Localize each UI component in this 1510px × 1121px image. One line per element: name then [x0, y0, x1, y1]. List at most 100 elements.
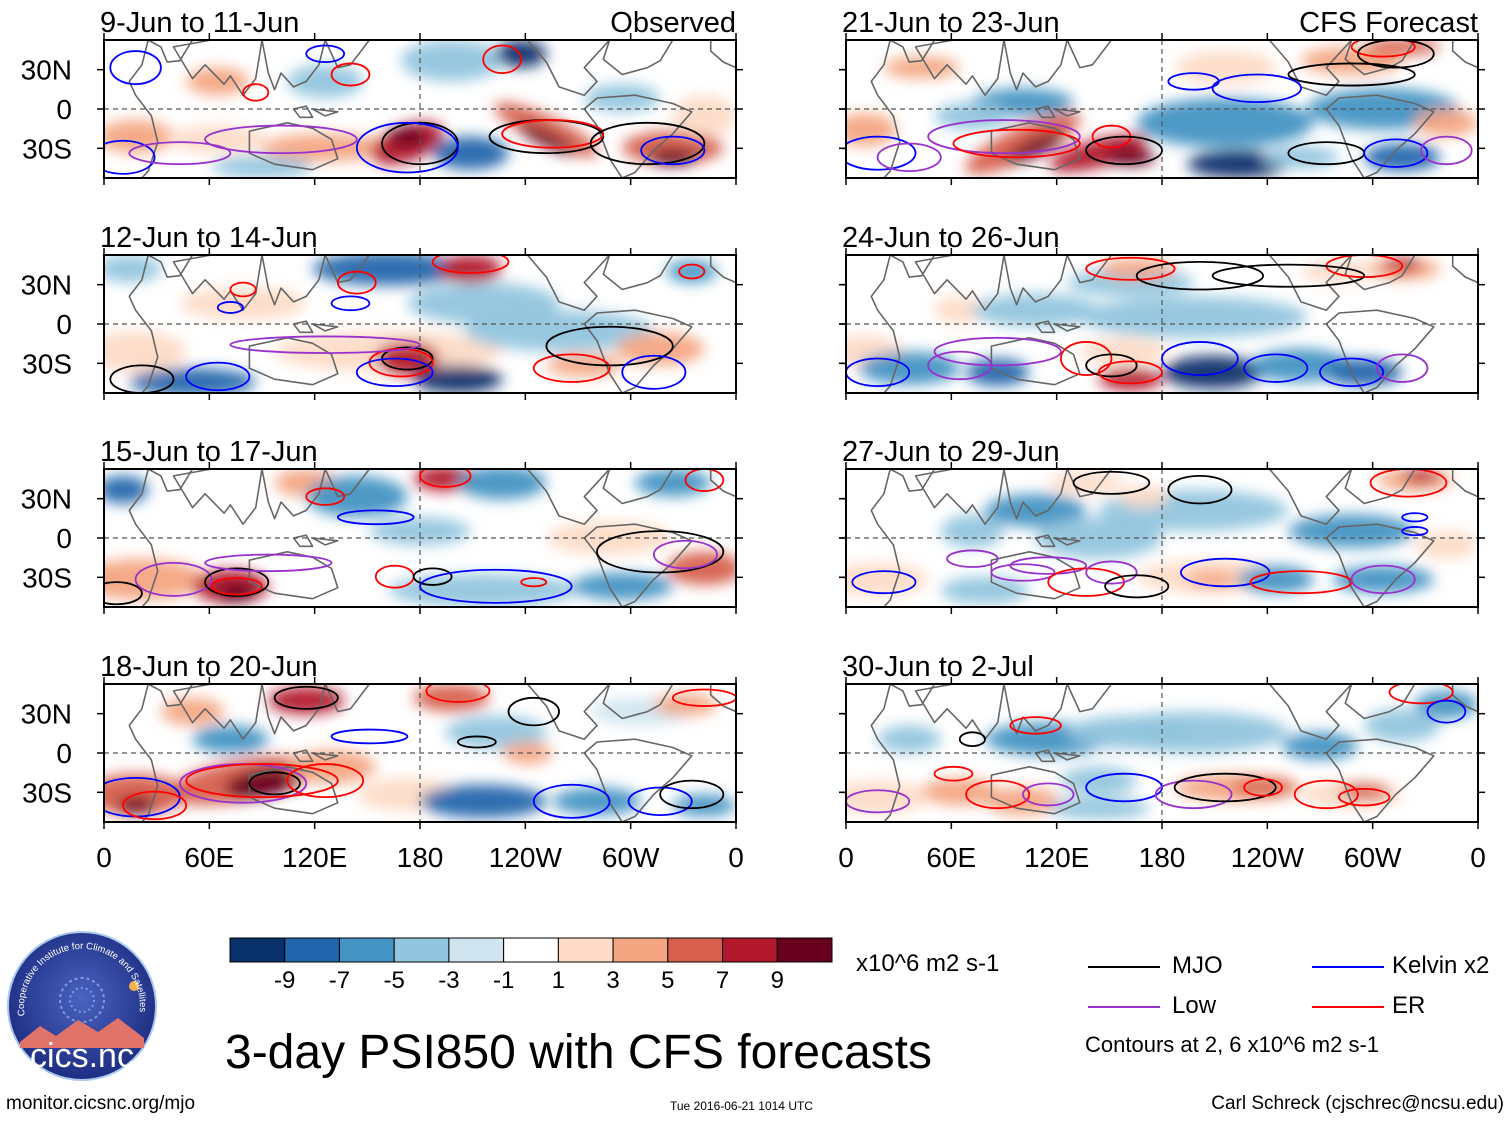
coastline: [602, 684, 674, 720]
contour: [589, 121, 706, 166]
anomaly-shading: [1237, 565, 1314, 594]
colorbar-tick-label: -3: [438, 967, 459, 994]
contour: [419, 469, 472, 488]
coastline: [709, 469, 736, 498]
contour: [216, 301, 244, 314]
anomaly-shading: [552, 787, 642, 816]
longitude-label: 60W: [1344, 842, 1402, 873]
footer-url[interactable]: monitor.cicsnc.org/mjo: [6, 1093, 196, 1114]
latitude-label: 30N: [21, 270, 72, 301]
contour: [1097, 360, 1163, 385]
map-panel: 18-Jun to 20-Jun 30N 0 30S 0 60E 120E 180 120W 60…: [21, 651, 744, 873]
longitude-label: 0: [728, 842, 744, 873]
coastline: [311, 323, 339, 332]
anomaly-shading: [186, 67, 250, 96]
contour: [1369, 469, 1448, 498]
anomaly-shading: [846, 780, 929, 814]
coastline: [1344, 255, 1416, 291]
colorbar-tick-label: 5: [661, 967, 674, 994]
contour: [1009, 716, 1062, 735]
contour: [640, 135, 706, 166]
panel-source-label: CFS Forecast: [1299, 7, 1478, 39]
contour: [104, 139, 156, 175]
anomaly-shading: [1174, 51, 1276, 85]
contour: [104, 581, 143, 606]
contour: [846, 135, 917, 171]
contour: [1243, 353, 1309, 383]
coastline: [104, 469, 159, 607]
contour: [1357, 40, 1435, 69]
anomaly-shading: [940, 576, 1030, 605]
coastline: [526, 255, 611, 312]
contour: [210, 577, 263, 596]
contour: [1022, 782, 1075, 807]
coastline: [1268, 684, 1353, 741]
latitude-label: 30S: [22, 777, 72, 808]
coastline: [583, 738, 693, 822]
map-panel: 24-Jun to 26-Jun: [839, 222, 1485, 400]
coastline: [889, 684, 936, 707]
coastline: [1066, 40, 1113, 69]
coastline: [104, 684, 159, 822]
anomaly-shading: [413, 684, 490, 712]
contour: [122, 790, 188, 821]
contour: [425, 684, 491, 703]
colorbar-swatch: [776, 937, 833, 963]
contour: [876, 142, 942, 173]
contour: [1243, 778, 1283, 797]
contour: [1180, 557, 1271, 588]
legend-line-low: [1088, 1006, 1160, 1008]
coastline: [1034, 105, 1056, 119]
coastline: [1325, 309, 1435, 393]
coastline: [292, 320, 314, 334]
coastline: [248, 550, 339, 600]
coastline: [1034, 534, 1056, 548]
contour: [965, 779, 1031, 810]
logo-text: cics.nc: [30, 1037, 134, 1075]
colorbar-tick-label: 9: [771, 967, 784, 994]
coastline: [1003, 40, 1068, 91]
contour: [933, 765, 974, 782]
coastline: [846, 684, 901, 822]
colorbar-swatch: [229, 937, 286, 963]
latitude-label: 0: [56, 309, 72, 340]
coastline: [1344, 469, 1416, 505]
panel-source-label: Observed: [610, 7, 736, 39]
coastline: [914, 469, 1005, 526]
colorbar-swatch: [393, 937, 450, 963]
coastline: [292, 749, 314, 763]
contour: [846, 357, 911, 387]
coastline: [172, 40, 263, 96]
panel-date-range: 30-Jun to 2-Jul: [842, 651, 1034, 683]
coastline: [172, 469, 263, 526]
longitude-label: 60W: [602, 842, 660, 873]
anomaly-shading: [1098, 368, 1162, 391]
coastline: [583, 309, 693, 393]
coastline: [1003, 469, 1068, 520]
anomaly-shading: [1187, 150, 1289, 178]
coastline: [1034, 320, 1056, 334]
anomaly-shading: [1098, 711, 1289, 753]
contour: [1293, 779, 1359, 810]
coastline: [104, 255, 159, 393]
anomaly-shading: [306, 475, 408, 518]
anomaly-shading: [571, 572, 673, 601]
coastline: [324, 255, 371, 284]
anomaly-shading: [116, 797, 155, 814]
legend-line-er: [1312, 1006, 1384, 1008]
contour: [1388, 684, 1454, 705]
longitude-label: 180: [1139, 842, 1186, 873]
coastline: [1451, 469, 1478, 498]
anomaly-shading: [287, 64, 364, 98]
anomaly-shading: [846, 562, 929, 596]
contour: [1350, 564, 1416, 595]
contour: [1135, 261, 1265, 291]
contour: [659, 779, 725, 810]
contour: [1085, 560, 1138, 585]
coastline: [1053, 537, 1081, 546]
colorbar-swatch: [557, 937, 614, 963]
coastline: [889, 40, 936, 63]
coastline: [1034, 749, 1056, 763]
legend-label-er: ER: [1392, 992, 1426, 1019]
coastline: [526, 469, 611, 526]
